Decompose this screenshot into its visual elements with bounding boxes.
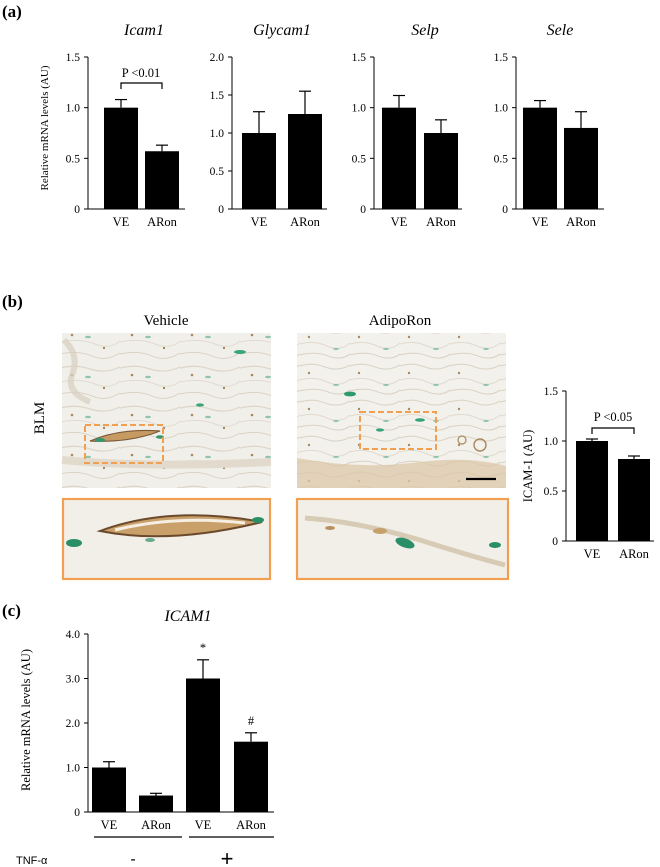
y-tick-label: 1.0 <box>66 103 81 115</box>
significance-bracket <box>120 82 163 89</box>
y-tick-label: 0 <box>502 204 508 216</box>
panel-label-b: (b) <box>2 292 23 311</box>
y-tick-label: 1.0 <box>544 436 559 448</box>
category-label: ARon <box>141 818 172 832</box>
y-tick-label: 0 <box>360 204 366 216</box>
category-label: ARon <box>619 547 650 561</box>
bar-aron <box>618 459 650 541</box>
bar-aron <box>139 795 173 812</box>
y-tick-label: 1.5 <box>210 90 225 102</box>
y-tick-label: 1.0 <box>66 763 81 775</box>
vehicle-zoom-inset <box>61 497 272 581</box>
category-label: ARon <box>426 215 457 229</box>
bar-ve <box>242 133 276 209</box>
y-axis-label: ICAM-1 (AU) <box>521 430 535 503</box>
vehicle-roi-box <box>84 424 164 464</box>
chart-icam1: 0 0.5 1.0 1.5 VE ARon Icam1 Relative mRNA level… <box>39 22 185 229</box>
bar-ve <box>382 107 416 209</box>
y-tick-label: 0.5 <box>494 153 509 165</box>
chart-title: Glycam1 <box>253 22 311 39</box>
y-tick-label: 4.0 <box>66 629 81 641</box>
chart-icam1-protein: 0 0.5 1.0 1.5 VE ARon ICAM-1 (AU) P <0.05 <box>521 386 654 561</box>
adiporon-zoom-inset <box>295 497 510 581</box>
adiporon-micrograph <box>297 333 506 488</box>
y-tick-label: 0.5 <box>210 166 225 178</box>
bar-ve <box>92 767 126 812</box>
p-value-annotation: P <0.05 <box>594 410 633 424</box>
y-tick-label: 1.5 <box>352 52 367 64</box>
y-tick-label: 0.5 <box>352 153 367 165</box>
vehicle-title: Vehicle <box>144 313 189 329</box>
bar-ve <box>186 678 220 812</box>
panel-label-a: (a) <box>2 2 22 21</box>
category-label: VE <box>101 818 118 832</box>
adiporon-title: AdipoRon <box>369 313 432 329</box>
category-label: VE <box>584 547 601 561</box>
tnf-alpha-label: TNF-α <box>16 855 48 867</box>
y-tick-label: 0 <box>74 204 80 216</box>
blm-row-label: BLM <box>32 402 48 435</box>
bar-ve <box>523 107 557 209</box>
y-tick-label: 0.5 <box>66 153 81 165</box>
category-label: VE <box>532 215 549 229</box>
y-tick-label: 1.0 <box>494 103 509 115</box>
y-tick-label: 0.5 <box>544 486 559 498</box>
bar-aron <box>288 114 322 209</box>
tnf-plus-sign: + <box>221 846 234 867</box>
panel-label-c: (c) <box>2 601 21 620</box>
bar-aron <box>424 133 458 209</box>
bar-ve <box>576 441 608 541</box>
y-tick-label: 1.5 <box>544 386 559 398</box>
y-tick-label: 0 <box>218 204 224 216</box>
category-label: ARon <box>290 215 321 229</box>
chart-sele: 0 0.5 1.0 1.5 VE ARon Sele <box>494 22 604 229</box>
y-tick-label: 1.0 <box>210 128 225 140</box>
chart-ICAM1: 0 1.0 2.0 3.0 4.0 VE ARon VE * ARon # ICAM1 Relative… <box>19 608 274 832</box>
chart-title: Icam1 <box>123 22 164 39</box>
y-tick-label: 1.0 <box>352 103 367 115</box>
vehicle-micrograph <box>61 333 272 488</box>
y-tick-label: 2.0 <box>66 718 81 730</box>
tnf-minus-sign: - <box>130 851 135 867</box>
chart-selp: 0 0.5 1.0 1.5 VE ARon Selp <box>352 22 462 229</box>
chart-glycam1: 0 0.5 1.0 1.5 2.0 VE ARon Glycam1 <box>210 22 327 229</box>
bar-ve <box>104 107 138 209</box>
bar-aron <box>564 127 598 209</box>
chart-title: Sele <box>547 22 574 39</box>
p-value-annotation: P <0.01 <box>122 66 161 80</box>
chart-title: Selp <box>411 22 439 39</box>
y-axis-label: Relative mRNA levels (AU) <box>19 649 33 791</box>
category-label: VE <box>391 215 408 229</box>
bar-aron <box>145 151 179 209</box>
y-tick-label: 2.0 <box>210 52 225 64</box>
y-tick-label: 0 <box>74 807 80 819</box>
category-label: VE <box>113 215 130 229</box>
chart-title: ICAM1 <box>163 608 211 625</box>
tnf-alpha-row: TNF-α - + <box>16 836 274 867</box>
bar-aron <box>234 741 268 812</box>
y-tick-label: 1.5 <box>494 52 509 64</box>
y-tick-label: 3.0 <box>66 674 81 686</box>
category-label: VE <box>195 818 212 832</box>
significance-bracket <box>591 427 635 434</box>
category-label: ARon <box>566 215 597 229</box>
category-label: ARon <box>236 818 267 832</box>
y-axis-label: Relative mRNA levels (AU) <box>39 65 51 190</box>
category-label: VE <box>251 215 268 229</box>
significance-marker: # <box>248 714 255 728</box>
y-tick-label: 0 <box>552 536 558 548</box>
category-label: ARon <box>147 215 178 229</box>
significance-marker: * <box>200 641 206 655</box>
y-tick-label: 1.5 <box>66 52 81 64</box>
adiporon-roi-box <box>359 411 437 450</box>
